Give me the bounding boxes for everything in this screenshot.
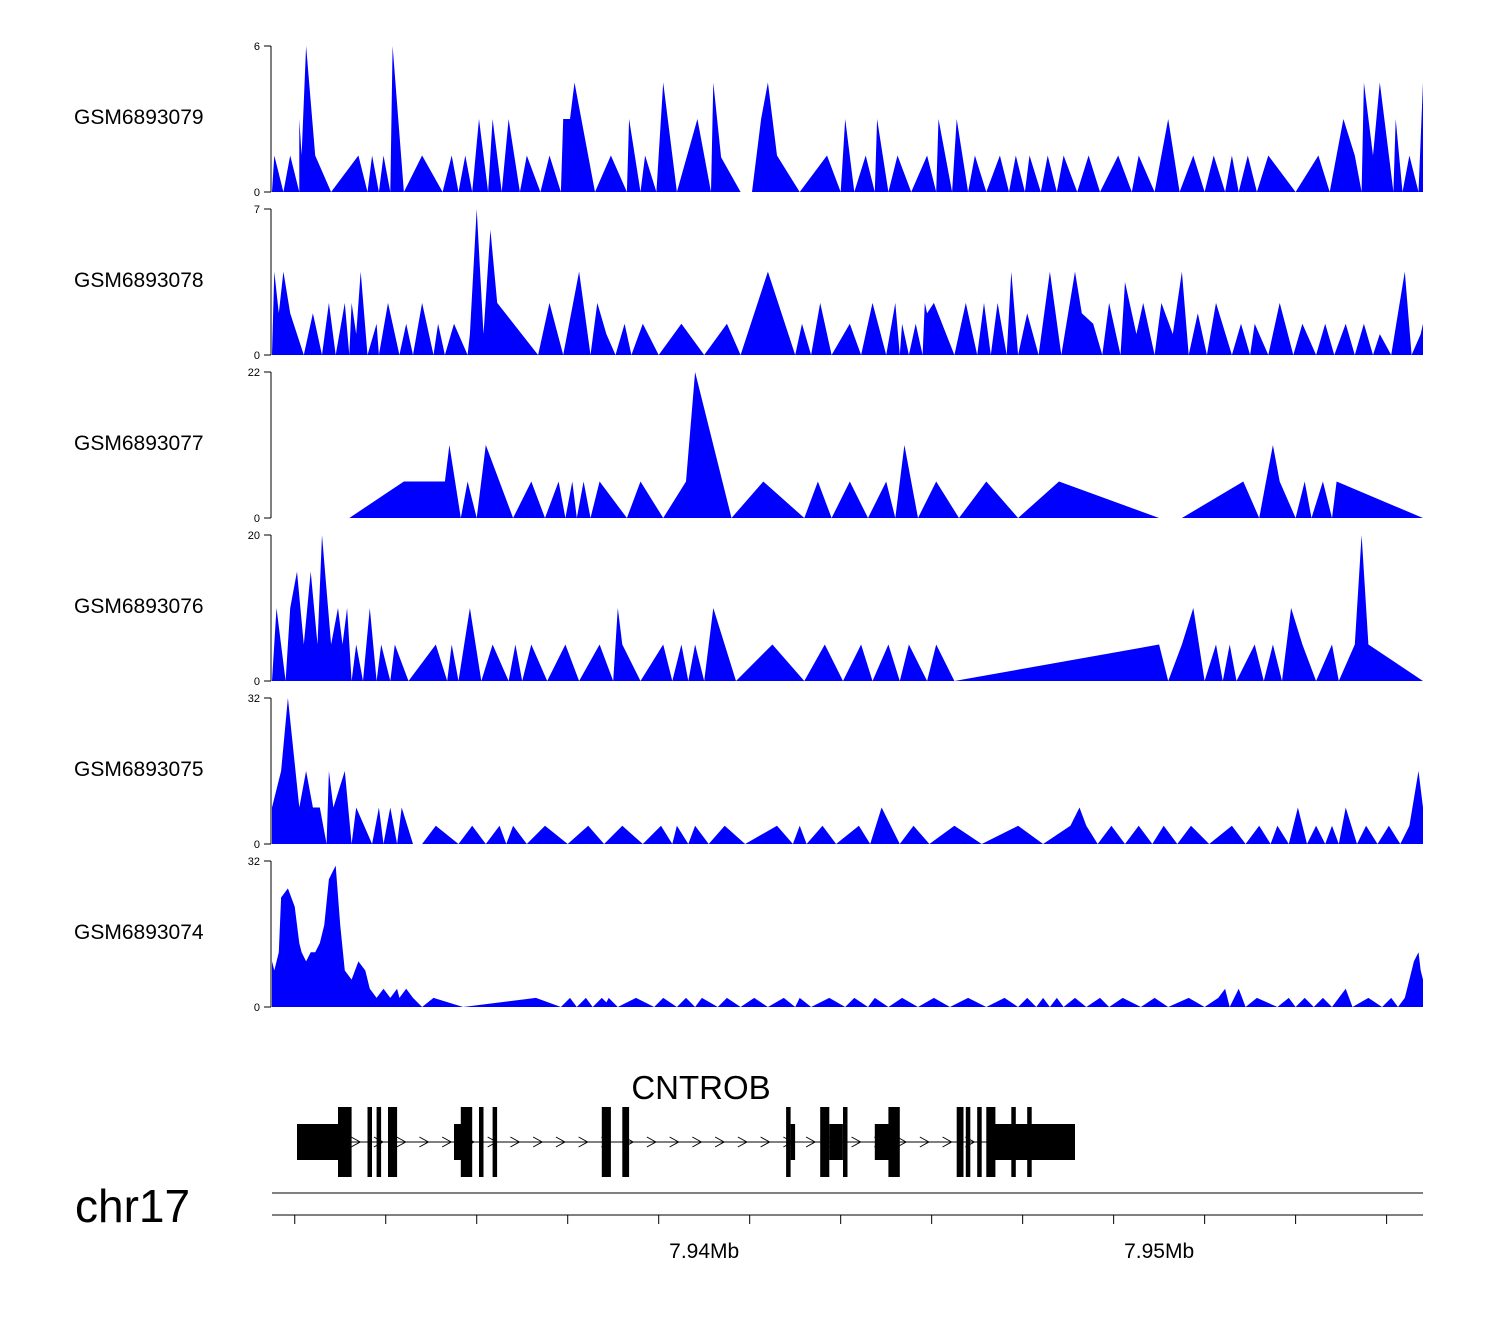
y-min-label: 0 (254, 676, 260, 688)
y-min-label: 0 (254, 1002, 260, 1014)
exon (601, 1107, 611, 1177)
strand-arrow (646, 1136, 657, 1148)
exon (977, 1107, 982, 1177)
track-label: GSM6893075 (74, 758, 204, 781)
exon (376, 1107, 382, 1177)
gene-model: CNTROB (297, 1069, 1075, 1177)
exon (843, 1107, 848, 1177)
coverage-area (272, 698, 1423, 844)
strand-arrow (419, 1136, 430, 1148)
strand-arrow (510, 1136, 521, 1148)
coverage-area (272, 209, 1423, 355)
y-max-label: 22 (248, 367, 260, 379)
coverage-area (349, 372, 1423, 518)
exon (622, 1107, 630, 1177)
chromosome-label: chr17 (75, 1180, 190, 1232)
exon (786, 1107, 791, 1177)
exon (454, 1124, 464, 1160)
coverage-track: GSM6893077 22 0 (74, 367, 1423, 525)
track-label: GSM6893076 (74, 595, 204, 618)
track-label: GSM6893074 (74, 921, 204, 944)
strand-arrow (896, 1136, 908, 1148)
strand-arrow (350, 1136, 362, 1148)
coverage-area (272, 865, 1423, 1007)
coverage-area (272, 46, 1423, 192)
strand-arrow (692, 1136, 703, 1148)
y-min-label: 0 (254, 839, 260, 851)
exon (1027, 1107, 1032, 1177)
exon (820, 1107, 830, 1177)
strand-arrow (919, 1136, 930, 1148)
exon (297, 1124, 343, 1160)
coverage-track: GSM6893075 32 0 (74, 693, 1423, 851)
strand-arrow (714, 1136, 726, 1148)
exon (460, 1107, 473, 1177)
strand-arrow (942, 1136, 953, 1148)
coverage-track: GSM6893076 20 0 (74, 530, 1423, 688)
exon (956, 1107, 964, 1177)
exon (874, 1124, 891, 1160)
strand-arrow (441, 1136, 453, 1148)
strand-arrow (532, 1136, 544, 1148)
coverage-track: GSM6893078 7 0 (74, 204, 1423, 362)
strand-arrow (805, 1136, 817, 1148)
exon (829, 1124, 843, 1160)
exon (790, 1124, 796, 1160)
y-max-label: 20 (248, 530, 260, 542)
exon (367, 1107, 372, 1177)
strand-arrow (555, 1136, 566, 1148)
exon (492, 1107, 498, 1177)
y-max-label: 32 (248, 856, 260, 868)
y-max-label: 7 (254, 204, 260, 216)
coverage-tracks: GSM689307960GSM689307870GSM6893077220GSM… (74, 41, 1423, 1014)
exon (888, 1107, 900, 1177)
track-label: GSM6893079 (74, 106, 204, 129)
x-tick-label: 7.94Mb (669, 1240, 739, 1263)
exon (1011, 1107, 1016, 1177)
strand-arrow (669, 1136, 680, 1148)
track-label: GSM6893077 (74, 432, 204, 455)
coverage-track: GSM6893079 6 0 (74, 41, 1423, 199)
exon (986, 1107, 996, 1177)
track-label: GSM6893078 (74, 269, 204, 292)
exon (993, 1124, 1075, 1160)
strand-arrow (851, 1136, 862, 1148)
y-max-label: 6 (254, 41, 260, 53)
y-min-label: 0 (254, 187, 260, 199)
exon (388, 1107, 398, 1177)
exon (965, 1107, 971, 1177)
exon (338, 1107, 352, 1177)
strand-arrow (760, 1136, 771, 1148)
y-min-label: 0 (254, 350, 260, 362)
y-max-label: 32 (248, 693, 260, 705)
strand-arrow (578, 1136, 589, 1148)
coverage-track: GSM6893074 32 0 (74, 856, 1423, 1014)
gene-label: CNTROB (631, 1069, 770, 1106)
coverage-area (272, 535, 1423, 681)
x-tick-label: 7.95Mb (1124, 1240, 1194, 1263)
genome-axis: chr17 7.94Mb 7.95Mb (75, 1180, 1423, 1263)
exon (479, 1107, 484, 1177)
y-min-label: 0 (254, 513, 260, 525)
strand-arrow (737, 1136, 748, 1148)
strand-arrow (396, 1136, 407, 1148)
